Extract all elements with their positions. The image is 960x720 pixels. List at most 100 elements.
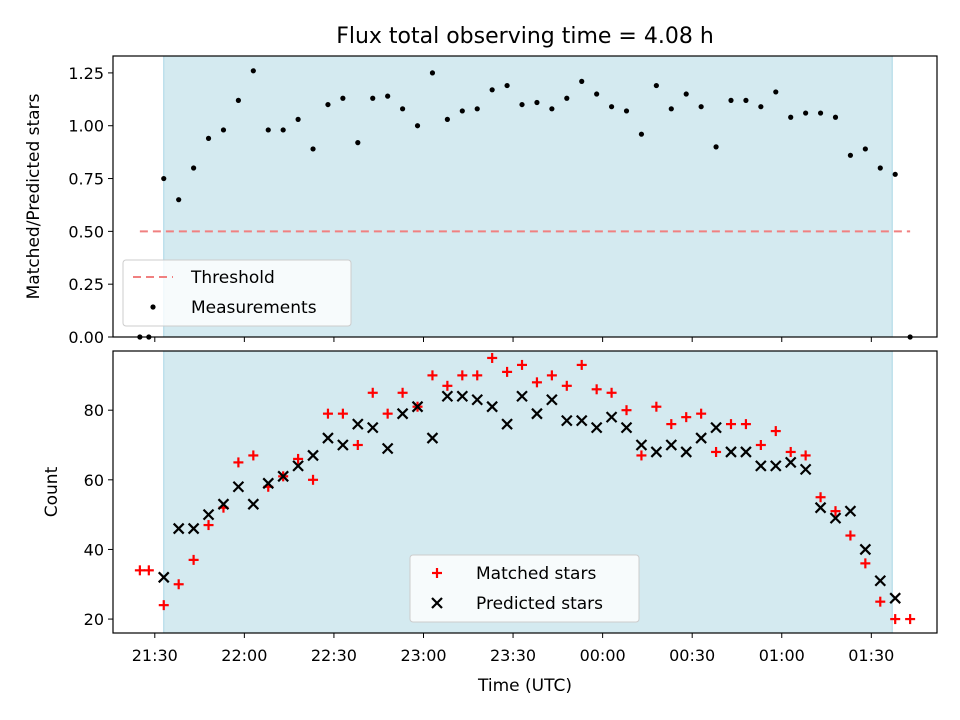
measurement-point	[310, 146, 316, 152]
measurement-point	[235, 97, 241, 103]
predicted-star-point	[381, 442, 394, 455]
measurement-point	[385, 93, 391, 99]
matched-star-point	[785, 446, 796, 457]
legend-matched-swatch	[432, 568, 442, 578]
predicted-star-point	[471, 393, 484, 406]
measurement-point	[623, 108, 630, 114]
measurement-point	[668, 106, 674, 112]
matched-star-point	[860, 558, 871, 569]
matched-star-point	[472, 370, 483, 381]
measurement-point	[832, 114, 839, 120]
legend-cross	[431, 597, 443, 609]
matched-star-point	[248, 450, 259, 461]
cross-b	[307, 449, 319, 462]
predicted-star-point	[426, 432, 439, 444]
legend-measurements-swatch	[150, 304, 156, 310]
cross-b	[784, 456, 797, 469]
matched-star-point	[427, 370, 438, 381]
measurement-point	[698, 104, 704, 110]
legend-threshold-label: Threshold	[190, 268, 275, 288]
cross-b	[441, 390, 454, 403]
cross-b	[635, 439, 648, 451]
predicted-star-point	[859, 543, 872, 556]
matched-star-point	[740, 419, 751, 430]
predicted-star-point	[799, 463, 812, 476]
measurement-point	[549, 106, 555, 112]
matched-star-point	[890, 614, 901, 625]
matched-star-point	[442, 380, 453, 391]
x-tick-label: 23:00	[400, 646, 446, 665]
matched-star-point	[517, 359, 528, 370]
cross-b	[322, 432, 334, 444]
cross-b	[561, 414, 573, 427]
cross-b	[799, 463, 812, 476]
cross-b	[337, 439, 349, 451]
matched-star-point	[308, 474, 319, 485]
legend-predicted-swatch	[431, 597, 443, 609]
measurement-point	[862, 146, 868, 152]
top-panel: 0.00 0.25 0.50 0.75 1.00 1.25 Flux total obse…	[24, 24, 938, 347]
top-y-tick-label: 0.00	[68, 328, 104, 347]
cross-b	[814, 501, 827, 514]
matched-star-point	[636, 450, 647, 461]
cross-b	[426, 432, 439, 444]
matched-star-point	[830, 506, 841, 517]
top-legend: Threshold Measurements	[122, 259, 352, 327]
top-y-tick-label: 1.25	[68, 64, 104, 83]
cross-b	[889, 592, 901, 604]
cross-b	[516, 390, 528, 403]
predicted-star-point	[262, 477, 275, 490]
x-tick-label: 22:00	[221, 646, 267, 665]
measurement-point	[713, 144, 719, 150]
measurement-point	[295, 116, 301, 122]
cross-b	[874, 574, 887, 587]
cross-b	[456, 390, 469, 403]
measurement-point	[579, 78, 585, 84]
x-tick-label: 01:00	[759, 646, 805, 665]
legend-plus	[432, 568, 442, 578]
matched-star-point	[576, 359, 587, 370]
predicted-star-point	[889, 592, 901, 604]
matched-star-point	[293, 453, 304, 464]
measurement-point	[892, 171, 898, 177]
matched-star-point	[143, 565, 154, 576]
cross-b	[755, 460, 767, 472]
bottom-x-ticks: 21:30 22:00 22:30 23:00 23:30 00:00 00:30 01:00…	[132, 633, 894, 665]
matched-star-point	[531, 377, 542, 388]
measurement-point	[459, 108, 465, 114]
top-y-tick-label: 0.50	[68, 222, 104, 241]
cross-b	[411, 400, 424, 413]
cross-b	[232, 480, 245, 493]
matched-star-point	[726, 419, 736, 430]
measurement-point	[788, 114, 794, 120]
bottom-marks	[134, 352, 916, 625]
legend-predicted-label: Predicted stars	[476, 594, 603, 614]
matched-star-point	[561, 380, 572, 391]
predicted-star-point	[501, 418, 513, 430]
top-plot-frame	[112, 55, 938, 338]
cross-b	[725, 446, 737, 458]
measurement-point	[176, 197, 182, 203]
measurement-point	[773, 89, 779, 95]
matched-star-point	[546, 370, 557, 381]
cross-b	[501, 418, 513, 430]
predicted-star-point	[172, 522, 185, 535]
measurement-point	[504, 82, 510, 89]
measurement-point	[534, 99, 540, 106]
matched-star-point	[203, 520, 214, 531]
matched-star-point	[457, 370, 468, 381]
measurement-point	[325, 101, 331, 108]
measurement-point	[161, 175, 167, 182]
predicted-star-point	[725, 446, 737, 458]
predicted-star-point	[486, 400, 498, 413]
predicted-star-point	[277, 470, 289, 483]
matched-star-point	[621, 405, 632, 416]
bottom-y-ticks: 20 40 60 80	[84, 401, 113, 629]
cross-b	[665, 439, 678, 451]
cross-b	[695, 432, 707, 444]
predicted-star-point	[844, 505, 857, 517]
measurement-point	[608, 104, 615, 110]
predicted-star-point	[665, 439, 678, 451]
cross-b	[546, 393, 558, 406]
predicted-star-point	[232, 480, 245, 493]
